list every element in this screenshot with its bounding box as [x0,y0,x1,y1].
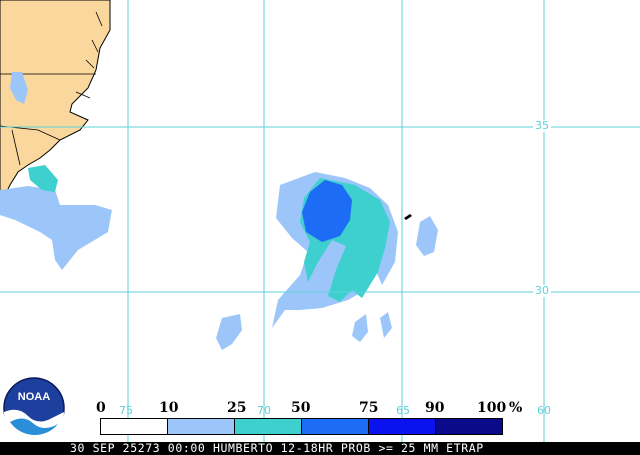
legend-tick: % [509,400,523,416]
legend-swatch-90-100 [435,418,503,435]
legend-tick: 0 [96,400,106,416]
prob-50-75 [302,180,352,242]
longitude-label: 70 [257,404,271,417]
map-caption: 30 SEP 25273 00:00 HUMBERTO 12-18HR PROB… [70,441,484,455]
legend-tick: 100 [477,400,507,416]
legend-tick: 75 [359,400,379,416]
legend-swatch-50-75 [301,418,369,435]
legend-tick: 90 [425,400,445,416]
noaa-logo-icon: NOAA [3,377,65,440]
longitude-label: 65 [396,404,410,417]
caption-bar: 30 SEP 25273 00:00 HUMBERTO 12-18HR PROB… [0,442,640,455]
logo-text: NOAA [18,391,50,403]
latitude-label: 30 [533,284,551,297]
bermuda-island [404,214,412,220]
legend-tick: 25 [227,400,247,416]
legend-swatch-10-25 [167,418,235,435]
state-border [11,129,21,166]
land-area [0,0,111,201]
legend-tick: 50 [291,400,311,416]
legend-swatch-25-50 [234,418,302,435]
coastline-detail [75,11,103,99]
legend-tick: 10 [159,400,179,416]
longitude-label: 60 [537,404,551,417]
legend-swatch-0-10 [100,418,168,435]
longitude-label: 75 [119,404,133,417]
legend-swatch-75-90 [368,418,436,435]
latitude-label: 35 [533,119,551,132]
